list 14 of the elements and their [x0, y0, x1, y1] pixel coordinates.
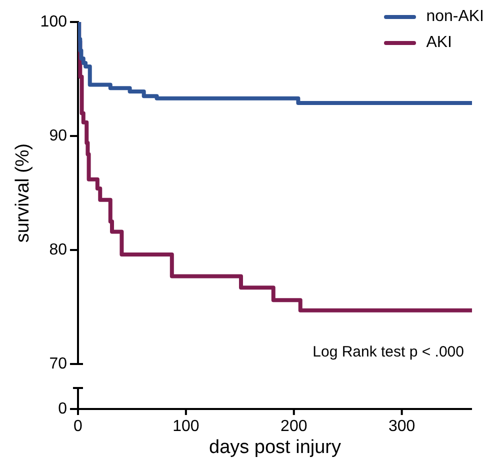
- x-axis-title: days post injury: [208, 436, 342, 458]
- y-tick-label: 90: [49, 127, 68, 144]
- y-tick-label: 100: [40, 13, 68, 30]
- legend-label: AKI: [426, 34, 452, 52]
- y-axis-title: survival (%): [12, 143, 34, 243]
- y-tick-label: 80: [49, 241, 68, 258]
- x-tick-label: 100: [172, 418, 200, 436]
- y-tick-label: 70: [49, 355, 68, 372]
- x-tick-label: 200: [280, 418, 308, 436]
- x-tick-label: 0: [74, 418, 83, 436]
- text: 0: [58, 400, 68, 418]
- legend-label: non-AKI: [426, 8, 484, 26]
- x-tick-label: 300: [388, 418, 416, 436]
- annotation: Log Rank test p < .000: [312, 344, 464, 361]
